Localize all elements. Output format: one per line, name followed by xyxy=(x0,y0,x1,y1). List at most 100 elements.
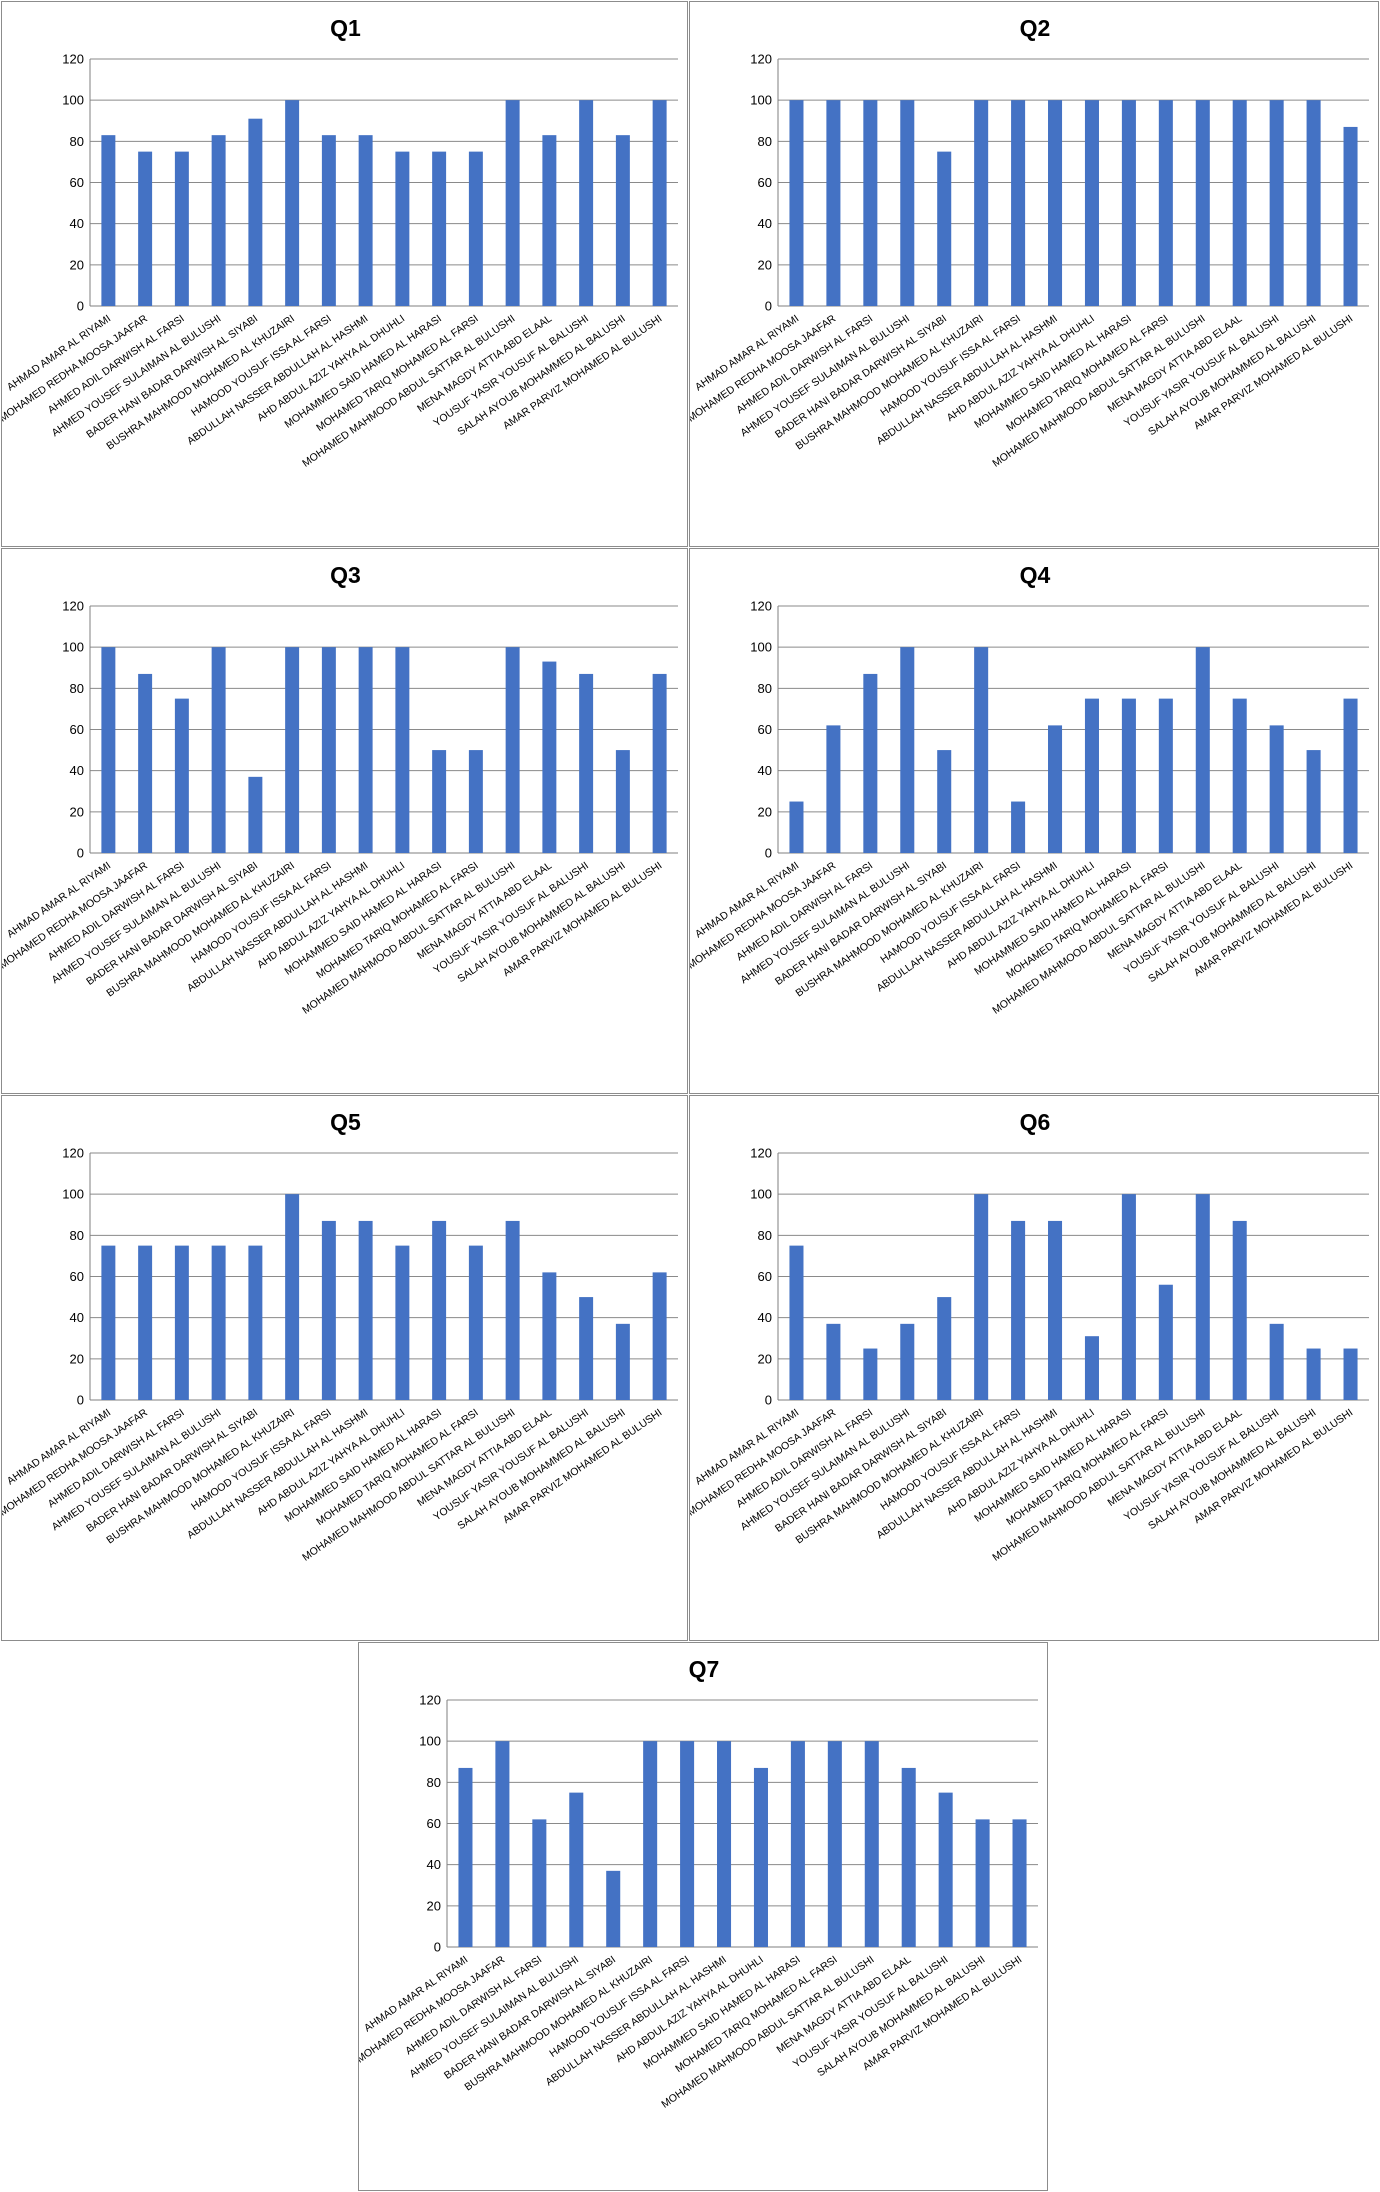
bar xyxy=(753,1767,768,1947)
bar xyxy=(643,1741,658,1947)
bar xyxy=(248,1245,263,1400)
bar xyxy=(579,673,594,853)
y-tick-label: 40 xyxy=(70,1310,84,1325)
y-tick-label: 20 xyxy=(70,1351,84,1366)
y-tick-label: 0 xyxy=(765,846,772,861)
bar xyxy=(652,100,667,307)
bar xyxy=(900,1323,915,1400)
chart-title: Q6 xyxy=(1020,1109,1051,1135)
bar xyxy=(532,1819,547,1947)
bar xyxy=(1011,801,1026,853)
y-tick-label: 120 xyxy=(750,52,772,67)
bar xyxy=(579,1297,594,1400)
bar xyxy=(652,1272,667,1400)
bar xyxy=(1048,725,1063,853)
bar xyxy=(863,100,878,307)
bar xyxy=(1121,1194,1136,1400)
bar xyxy=(827,1741,842,1947)
bar xyxy=(211,135,226,306)
bar xyxy=(505,647,520,853)
y-tick-label: 60 xyxy=(758,175,772,190)
y-tick-label: 80 xyxy=(427,1775,441,1790)
y-tick-label: 0 xyxy=(434,1940,441,1955)
x-tick-label: SALAH AYOUB MOHAMMED AL BALUSHI xyxy=(455,860,627,986)
y-tick-label: 20 xyxy=(758,1351,772,1366)
bar xyxy=(975,1819,990,1947)
y-tick-label: 120 xyxy=(62,599,84,614)
y-tick-label: 80 xyxy=(758,134,772,149)
y-tick-label: 40 xyxy=(758,216,772,231)
x-tick-label: SALAH AYOUB MOHAMMED AL BALUSHI xyxy=(1146,313,1318,439)
bar xyxy=(458,1767,473,1947)
y-tick-label: 80 xyxy=(758,1228,772,1243)
x-tick-label: SALAH AYOUB MOHAMMED AL BALUSHI xyxy=(1146,860,1318,986)
y-tick-label: 60 xyxy=(758,722,772,737)
bar xyxy=(358,1220,373,1400)
bar xyxy=(615,750,630,853)
bar xyxy=(1011,100,1026,307)
bar xyxy=(542,1272,557,1400)
chart-title: Q3 xyxy=(330,562,361,588)
bar xyxy=(937,750,952,853)
y-tick-label: 60 xyxy=(70,1269,84,1284)
bar xyxy=(358,135,373,306)
bar xyxy=(790,1741,805,1947)
bar xyxy=(248,776,263,853)
bar xyxy=(248,118,263,306)
bar xyxy=(321,135,336,306)
bar xyxy=(468,750,483,853)
bar xyxy=(1011,1220,1026,1400)
bar xyxy=(652,673,667,853)
bar xyxy=(937,151,952,306)
bar xyxy=(974,647,989,853)
bar xyxy=(680,1741,695,1947)
y-tick-label: 100 xyxy=(62,640,84,655)
bar xyxy=(1121,100,1136,307)
bar xyxy=(974,1194,989,1400)
y-tick-label: 20 xyxy=(70,257,84,272)
bar xyxy=(138,1245,153,1400)
y-tick-label: 100 xyxy=(62,1187,84,1202)
bar xyxy=(1195,1194,1210,1400)
bar xyxy=(1232,698,1247,853)
bar xyxy=(505,1220,520,1400)
bar xyxy=(974,100,989,307)
bar xyxy=(1195,647,1210,853)
bar xyxy=(1343,126,1358,306)
y-tick-label: 40 xyxy=(427,1857,441,1872)
bar xyxy=(468,151,483,306)
y-tick-label: 100 xyxy=(750,640,772,655)
bar xyxy=(717,1741,732,1947)
bar xyxy=(395,151,410,306)
y-tick-label: 120 xyxy=(419,1693,441,1708)
bar xyxy=(1084,100,1099,307)
bar xyxy=(432,151,447,306)
bar xyxy=(1048,1220,1063,1400)
bar xyxy=(864,1741,879,1947)
y-tick-label: 40 xyxy=(70,216,84,231)
bar xyxy=(285,1194,300,1400)
bar xyxy=(138,673,153,853)
bar xyxy=(900,100,915,307)
y-tick-label: 120 xyxy=(750,1146,772,1161)
y-tick-label: 0 xyxy=(765,299,772,314)
bar xyxy=(569,1792,584,1947)
bar xyxy=(101,1245,116,1400)
bar xyxy=(505,100,520,307)
y-tick-label: 20 xyxy=(427,1898,441,1913)
y-tick-label: 80 xyxy=(758,681,772,696)
bar xyxy=(1195,100,1210,307)
y-tick-label: 40 xyxy=(758,1310,772,1325)
bar xyxy=(789,801,804,853)
bar xyxy=(1158,100,1173,307)
y-tick-label: 20 xyxy=(70,804,84,819)
chart-title: Q2 xyxy=(1020,15,1051,41)
y-tick-label: 60 xyxy=(758,1269,772,1284)
y-tick-label: 120 xyxy=(62,1146,84,1161)
bar xyxy=(432,1220,447,1400)
